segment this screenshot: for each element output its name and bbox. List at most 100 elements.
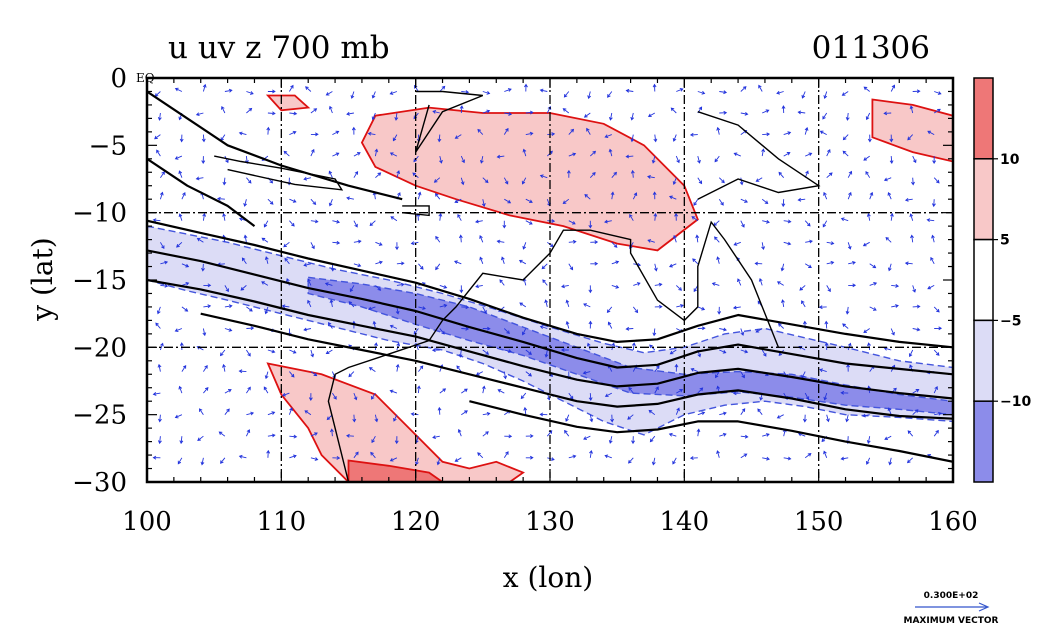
wind-vector bbox=[583, 435, 591, 440]
wind-vector bbox=[504, 88, 512, 92]
vector-reference-arrowhead bbox=[978, 602, 990, 612]
wind-vector bbox=[310, 242, 315, 250]
wind-vector bbox=[740, 220, 745, 228]
wind-vector bbox=[525, 455, 534, 460]
wind-vector bbox=[264, 371, 269, 380]
wind-vector bbox=[714, 236, 720, 243]
wind-vector bbox=[909, 105, 914, 114]
contour-line-7 bbox=[147, 90, 403, 201]
wind-vector bbox=[826, 414, 830, 423]
wind-vector bbox=[783, 456, 792, 461]
wind-vector bbox=[499, 279, 505, 286]
wind-vector bbox=[203, 283, 212, 288]
wind-vector bbox=[303, 176, 312, 181]
wind-vector bbox=[283, 150, 290, 157]
wind-vector bbox=[691, 216, 699, 222]
wind-vector bbox=[781, 105, 786, 114]
wind-vector bbox=[606, 306, 613, 313]
wind-vector bbox=[460, 155, 465, 164]
wind-vector bbox=[778, 171, 785, 178]
wind-vector bbox=[389, 457, 398, 462]
wind-vector bbox=[611, 284, 620, 289]
wind-vector bbox=[717, 306, 722, 315]
wind-vector bbox=[437, 134, 442, 143]
wind-vector bbox=[439, 328, 445, 335]
wind-vector bbox=[156, 306, 161, 315]
wind-vector bbox=[711, 282, 720, 286]
wind-vector bbox=[152, 218, 161, 223]
wind-vector bbox=[672, 134, 677, 142]
wind-vector bbox=[389, 324, 398, 329]
wind-vector bbox=[283, 241, 290, 248]
wind-vector bbox=[389, 152, 398, 157]
wind-vector bbox=[847, 170, 853, 178]
y-tick-label: −25 bbox=[72, 401, 127, 431]
wind-vector bbox=[524, 83, 528, 92]
wind-vector bbox=[246, 326, 255, 331]
wind-vector bbox=[289, 371, 295, 378]
wind-vector bbox=[668, 195, 677, 200]
wind-vector bbox=[823, 392, 828, 401]
wind-vector bbox=[332, 240, 341, 245]
wind-vector bbox=[353, 451, 359, 459]
wind-vector bbox=[804, 263, 812, 268]
y-tick-label: 0 bbox=[110, 64, 127, 94]
wind-vector bbox=[823, 191, 828, 200]
wind-vector bbox=[267, 349, 276, 354]
wind-vector bbox=[587, 91, 592, 100]
wind-vector bbox=[439, 155, 443, 164]
wind-vector bbox=[374, 342, 378, 351]
wind-vector bbox=[611, 171, 617, 178]
wind-vector bbox=[197, 435, 204, 442]
wind-vector bbox=[324, 282, 333, 286]
wind-vector bbox=[525, 349, 532, 355]
wind-vector bbox=[625, 88, 634, 93]
wind-vector bbox=[934, 91, 942, 95]
wind-vector bbox=[611, 241, 618, 248]
colorbar-tick-label: 5 bbox=[1000, 233, 1010, 249]
wind-vector bbox=[653, 134, 658, 143]
wind-vector bbox=[719, 411, 727, 416]
wind-vector bbox=[418, 263, 424, 270]
wind-vector bbox=[590, 261, 599, 266]
wind-vector bbox=[719, 110, 728, 115]
wind-vector bbox=[263, 220, 269, 228]
wind-vector bbox=[241, 257, 247, 265]
wind-vector bbox=[884, 435, 892, 441]
wind-vector bbox=[904, 197, 913, 202]
wind-vector bbox=[240, 285, 247, 291]
wind-vector bbox=[672, 177, 677, 186]
wind-vector bbox=[203, 364, 208, 372]
wind-vector bbox=[927, 130, 935, 135]
wind-vector bbox=[353, 263, 362, 268]
wind-vector bbox=[282, 392, 290, 397]
wind-vectors bbox=[152, 83, 943, 466]
wind-vector bbox=[762, 109, 770, 114]
wind-vector bbox=[222, 363, 226, 372]
wind-vector bbox=[264, 306, 269, 315]
wind-vector bbox=[436, 457, 441, 466]
wind-vector bbox=[610, 191, 615, 200]
wind-vector bbox=[676, 389, 684, 394]
wind-vector bbox=[392, 134, 398, 142]
wind-vector bbox=[841, 91, 849, 96]
wind-vector bbox=[890, 212, 894, 221]
wind-vector bbox=[696, 428, 701, 437]
wind-vector bbox=[907, 430, 914, 437]
wind-vector bbox=[866, 436, 871, 444]
wind-vector bbox=[869, 281, 878, 286]
plot-area bbox=[147, 78, 953, 482]
wind-vector bbox=[719, 327, 727, 332]
wind-vector bbox=[310, 371, 318, 377]
chart-date-label: 011306 bbox=[812, 30, 930, 66]
wind-vector bbox=[459, 285, 464, 294]
wind-vector bbox=[568, 152, 577, 157]
wind-vector bbox=[803, 414, 807, 423]
wind-vector bbox=[332, 130, 340, 135]
wind-vector bbox=[891, 284, 900, 288]
wind-vector bbox=[332, 392, 337, 400]
wind-vector bbox=[697, 387, 704, 394]
wind-vector bbox=[456, 365, 462, 372]
wind-vector bbox=[284, 257, 290, 265]
wind-vector bbox=[310, 148, 315, 157]
